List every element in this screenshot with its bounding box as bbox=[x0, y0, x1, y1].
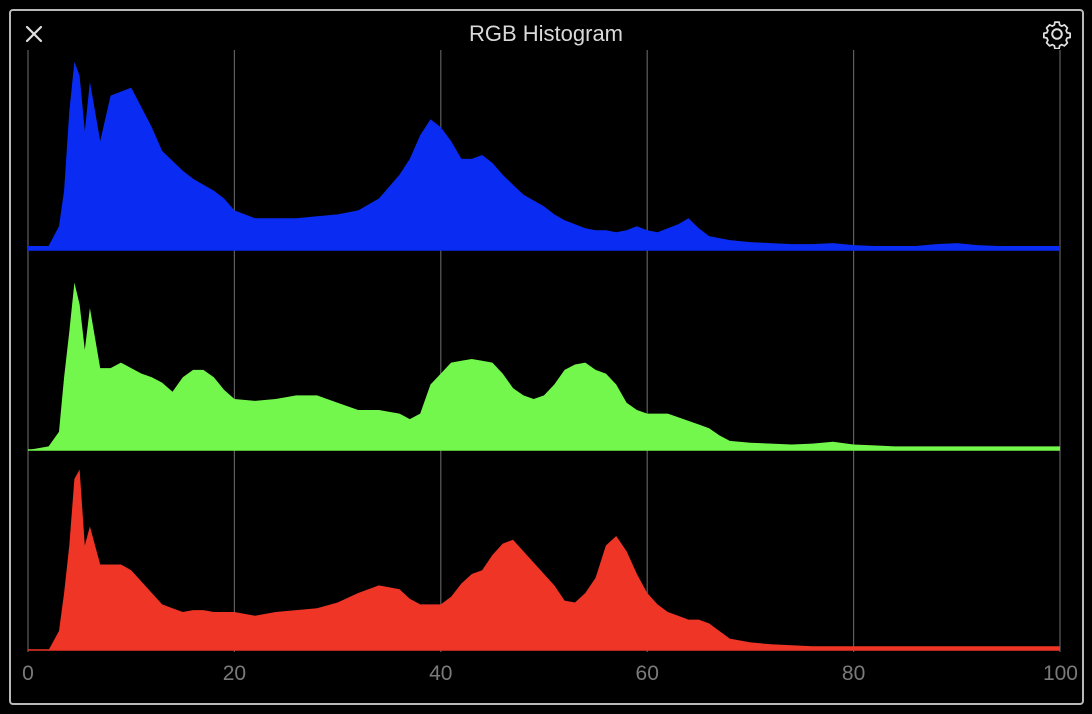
x-tick-label: 100 bbox=[1043, 662, 1078, 685]
histogram-area-green bbox=[28, 282, 1060, 450]
window-title: RGB Histogram bbox=[468, 21, 624, 46]
gear-icon bbox=[1043, 21, 1071, 50]
settings-button[interactable] bbox=[1042, 19, 1072, 50]
histogram-area-blue bbox=[28, 61, 1060, 251]
close-button[interactable] bbox=[22, 22, 46, 46]
close-icon bbox=[25, 25, 43, 43]
histogram-area-red bbox=[28, 469, 1060, 650]
x-tick-label: 80 bbox=[842, 662, 865, 685]
x-tick-label: 20 bbox=[223, 662, 246, 685]
x-tick-label: 0 bbox=[22, 662, 34, 685]
x-tick-label: 60 bbox=[636, 662, 659, 685]
x-tick-label: 40 bbox=[429, 662, 452, 685]
